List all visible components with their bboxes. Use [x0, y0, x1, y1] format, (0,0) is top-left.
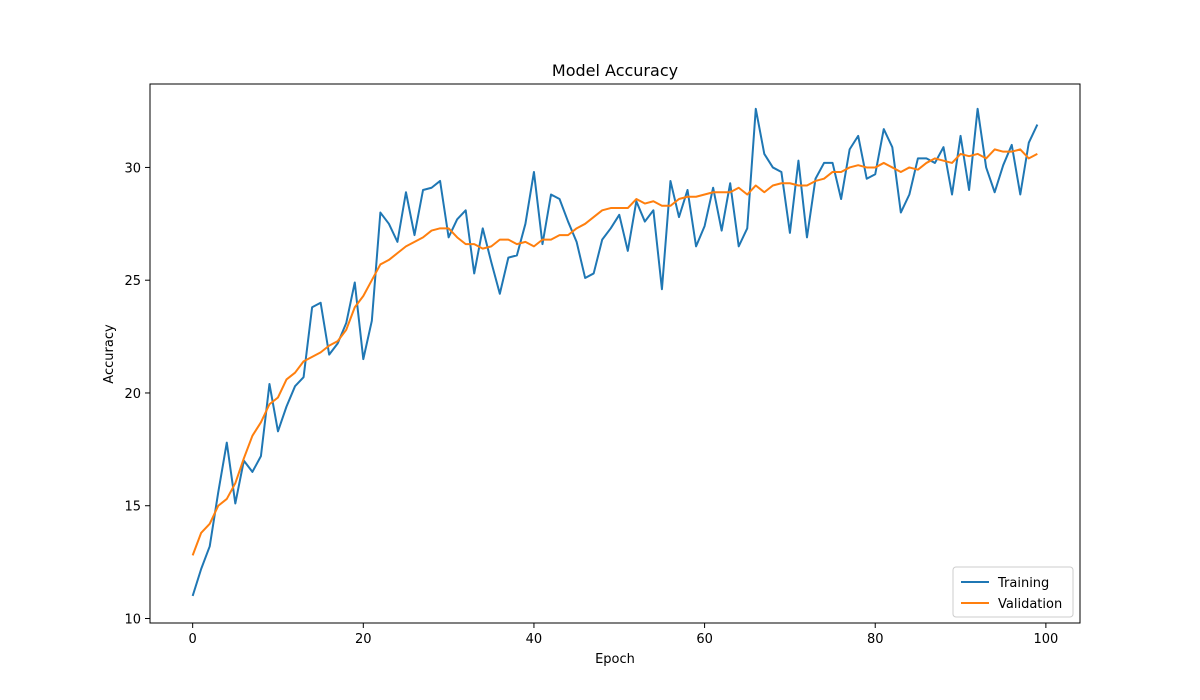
plot-frame: [149, 83, 1081, 624]
x-tick-label: 40: [526, 632, 543, 647]
legend-label-training: Training: [997, 576, 1049, 591]
x-tick-label: 20: [355, 632, 372, 647]
x-tick-label: 0: [189, 632, 197, 647]
y-tick-label: 30: [124, 161, 141, 176]
series-line-validation: [191, 148, 1038, 556]
x-axis-label: Epoch: [595, 652, 635, 667]
x-tick-label: 80: [867, 632, 884, 647]
y-tick-label: 15: [124, 500, 141, 515]
y-tick-label: 10: [124, 612, 141, 627]
y-axis: 10 15 20 25 30: [124, 161, 150, 627]
chart-title: Model Accuracy: [552, 61, 678, 80]
x-tick-label: 100: [1033, 632, 1058, 647]
series-line-training: [191, 107, 1039, 597]
x-tick-label: 60: [696, 632, 713, 647]
x-axis: 0 20 40 60 80 100: [189, 623, 1058, 647]
y-axis-label: Accuracy: [102, 324, 117, 384]
legend: Training Validation: [952, 566, 1074, 618]
y-tick-label: 25: [124, 274, 141, 289]
plot-area: [191, 107, 1039, 597]
y-tick-label: 20: [124, 387, 141, 402]
legend-label-validation: Validation: [998, 597, 1062, 612]
legend-box: [952, 566, 1074, 618]
